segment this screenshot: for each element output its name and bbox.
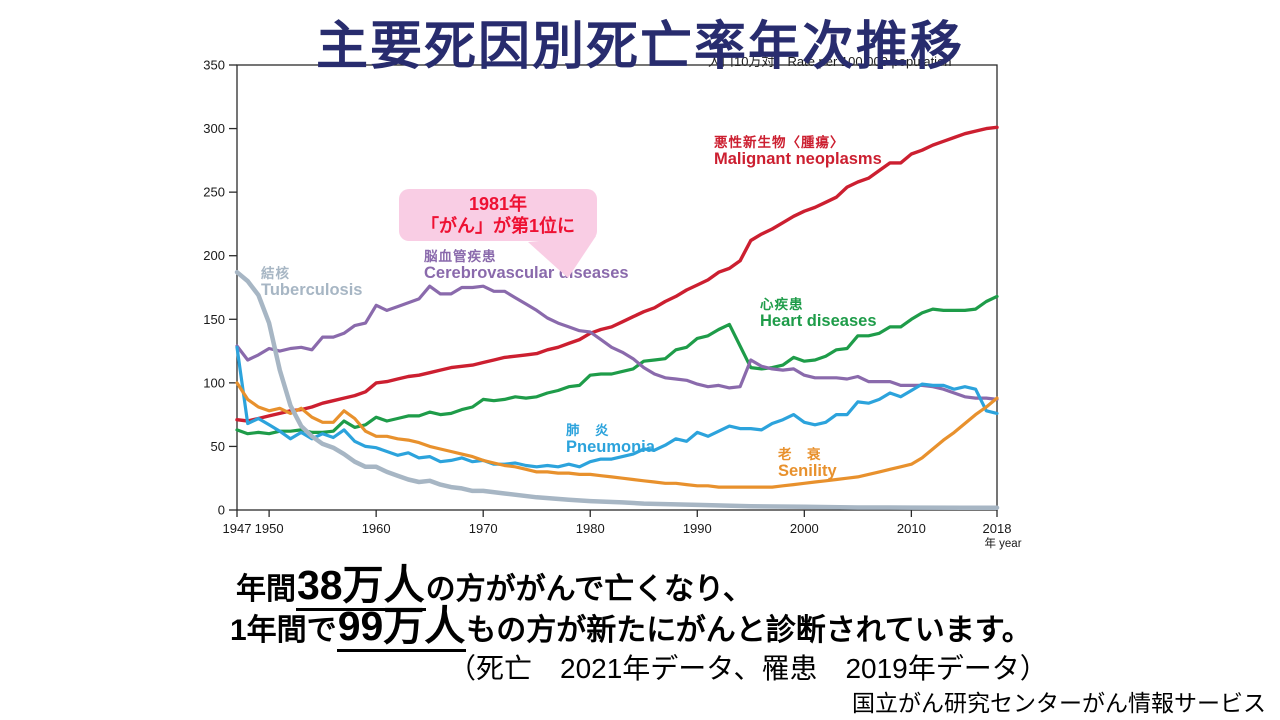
svg-text:0: 0 bbox=[218, 503, 225, 518]
statement-suffix: の方ががんで亡くなり、 bbox=[425, 573, 753, 606]
svg-text:1990: 1990 bbox=[683, 521, 712, 536]
statement-prefix: 1年間で bbox=[230, 614, 337, 647]
data-note: （死亡 2021年データ、罹患 2019年データ） bbox=[448, 653, 1048, 684]
series-label-tuberculosis: 結核 Tuberculosis bbox=[261, 266, 362, 300]
svg-text:150: 150 bbox=[203, 312, 225, 327]
svg-text:250: 250 bbox=[203, 185, 225, 200]
stat-highlight-deaths: 38万人 bbox=[296, 562, 426, 611]
series-label-jp: 悪性新生物〈腫瘍〉 bbox=[714, 135, 845, 150]
svg-text:350: 350 bbox=[203, 58, 225, 73]
page-title: 主要死因別死亡率年次推移 bbox=[315, 18, 964, 76]
callout-tail-icon bbox=[528, 236, 596, 278]
svg-text:1947: 1947 bbox=[223, 521, 252, 536]
series-label-cerebrovascular-diseases: 脳血管疾患 Cerebrovascular diseases bbox=[424, 249, 629, 283]
series-label-en: Tuberculosis bbox=[261, 281, 363, 300]
footer-statement-diagnosed: 1年間で99万人もの方が新たにがんと診断されています。 bbox=[230, 592, 1032, 652]
series-label-malignant-neoplasms: 悪性新生物〈腫瘍〉 Malignant neoplasms bbox=[714, 135, 882, 169]
series-label-en: Pneumonia bbox=[566, 438, 655, 457]
statement-prefix: 年間 bbox=[236, 573, 296, 606]
series-label-en: Cerebrovascular diseases bbox=[424, 264, 629, 283]
series-label-pneumonia: 肺 炎 Pneumonia bbox=[566, 423, 655, 457]
annotation-callout: 1981年 「がん」が第1位に bbox=[399, 189, 597, 241]
svg-text:2000: 2000 bbox=[790, 521, 819, 536]
annotation-line2: 「がん」が第1位に bbox=[420, 216, 575, 236]
source-credit: 国立がん研究センターがん情報サービス bbox=[852, 690, 1266, 716]
svg-text:2010: 2010 bbox=[897, 521, 926, 536]
svg-text:年 year: 年 year bbox=[984, 536, 1021, 550]
svg-text:2018: 2018 bbox=[983, 521, 1012, 536]
annotation-line1: 1981年 bbox=[468, 193, 528, 214]
series-label-senility: 老 衰 Senility bbox=[778, 447, 837, 481]
series-label-jp: 肺 炎 bbox=[566, 423, 610, 438]
series-label-jp: 老 衰 bbox=[778, 447, 822, 462]
svg-text:1970: 1970 bbox=[469, 521, 498, 536]
series-label-heart-diseases: 心疾患 Heart diseases bbox=[760, 297, 877, 331]
svg-text:100: 100 bbox=[203, 375, 225, 390]
series-label-jp: 脳血管疾患 bbox=[424, 249, 497, 264]
series-label-en: Malignant neoplasms bbox=[714, 150, 882, 169]
series-label-en: Senility bbox=[778, 462, 837, 481]
footer-statement-deaths: 年間38万人の方ががんで亡くなり、 bbox=[236, 551, 753, 611]
series-label-jp: 結核 bbox=[261, 266, 290, 281]
stat-highlight-diagnosed: 99万人 bbox=[336, 603, 467, 652]
svg-text:1960: 1960 bbox=[362, 521, 391, 536]
svg-text:1980: 1980 bbox=[576, 521, 605, 536]
statement-suffix: もの方が新たにがんと診断されています。 bbox=[466, 614, 1032, 647]
series-label-jp: 心疾患 bbox=[760, 297, 804, 312]
svg-text:1950: 1950 bbox=[255, 521, 284, 536]
svg-text:200: 200 bbox=[203, 248, 225, 263]
svg-text:300: 300 bbox=[203, 121, 225, 136]
svg-text:50: 50 bbox=[211, 439, 225, 454]
series-label-en: Heart diseases bbox=[760, 312, 877, 331]
